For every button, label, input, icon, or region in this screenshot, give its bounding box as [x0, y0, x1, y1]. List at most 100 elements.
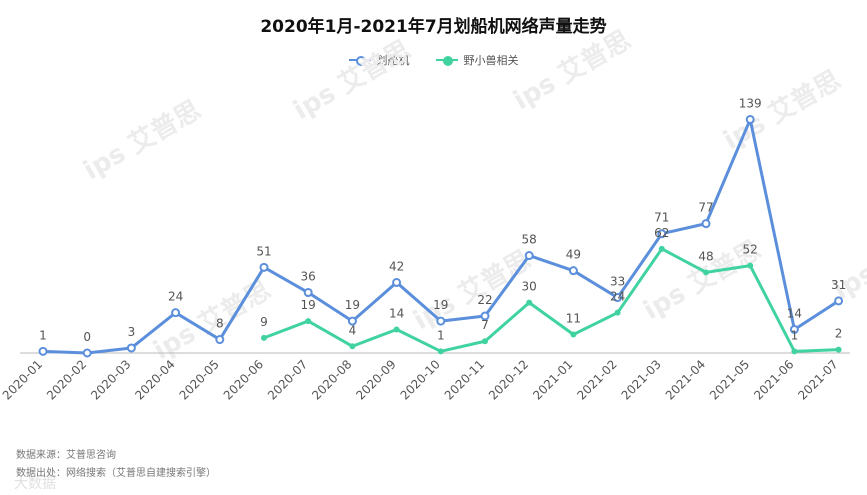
legend: 划船机 野小兽相关 [0, 52, 867, 68]
series-1-data-label: 77 [698, 201, 713, 215]
series-2-point[interactable] [482, 338, 488, 345]
series-1-point[interactable] [613, 293, 623, 303]
series-1-point[interactable] [834, 296, 844, 306]
series-1-point[interactable] [38, 346, 48, 356]
series-1-point[interactable] [745, 114, 755, 124]
x-tick-label: 2020-01 [0, 357, 45, 402]
series-1-data-label: 8 [216, 317, 224, 331]
series-2-data-label: 11 [566, 312, 581, 326]
series-2-data-label: 30 [522, 280, 537, 294]
series-1-data-label: 33 [610, 275, 625, 289]
x-tick-label: 2021-03 [619, 357, 664, 402]
series-2-data-label: 48 [698, 249, 713, 263]
watermark-7: ips 艾普思 [828, 214, 867, 306]
x-tick-label: 2020-12 [486, 357, 531, 402]
series-1-data-label: 139 [739, 96, 762, 110]
x-axis-ticks: 2020-012020-022020-032020-042020-052020-… [0, 357, 841, 402]
series-2-point[interactable] [614, 309, 621, 316]
series-1-point[interactable] [657, 229, 667, 239]
series-2-point[interactable] [703, 269, 709, 276]
series-2-point[interactable] [747, 262, 754, 269]
series-2-data-label: 9 [260, 315, 268, 329]
series-1-data-label: 22 [477, 293, 492, 307]
series-1-data-label: 49 [566, 248, 581, 262]
series-points [38, 114, 844, 358]
series-1-data-label: 51 [256, 244, 271, 258]
series-1-data-label: 58 [522, 233, 537, 247]
series-2-data-label: 19 [301, 298, 316, 312]
series-2-data-label: 1 [791, 328, 799, 342]
series-1-data-label: 71 [654, 211, 669, 225]
series-1-data-label: 19 [345, 298, 360, 312]
legend-item-series-1[interactable]: 划船机 [348, 52, 410, 68]
series-2-point[interactable] [658, 245, 665, 252]
series-2-data-label: 2 [835, 327, 843, 341]
series-1-point[interactable] [568, 266, 578, 276]
watermark-1: ips 艾普思 [288, 34, 416, 126]
series-1-data-label: 14 [787, 306, 802, 320]
series-2-data-label: 24 [610, 290, 625, 304]
series-1-point[interactable] [480, 311, 490, 321]
series-1-point[interactable] [82, 348, 92, 358]
series-1-point[interactable] [171, 308, 181, 318]
x-tick-label: 2021-01 [530, 357, 575, 402]
legend-label-series-1: 划船机 [376, 54, 410, 67]
scope-note: 数据出处：网络搜索（艾普思自建搜索引擎） [16, 468, 216, 479]
series-1-point[interactable] [347, 316, 357, 326]
series-1-point[interactable] [215, 335, 225, 345]
series-1-point[interactable] [126, 343, 136, 353]
series-1-data-label: 42 [389, 259, 404, 273]
x-tick-label: 2020-10 [398, 357, 443, 402]
x-tick-label: 2020-11 [442, 357, 487, 402]
series-1-data-label: 24 [168, 290, 183, 304]
series-line-2 [263, 247, 839, 353]
series-1-data-label: 0 [83, 330, 91, 344]
series-2-point[interactable] [526, 299, 533, 306]
series-1-data-label: 19 [433, 298, 448, 312]
series-2-point[interactable] [570, 331, 577, 338]
series-1-data-label: 36 [301, 270, 316, 284]
series-2-point[interactable] [835, 346, 842, 353]
series-1-point[interactable] [436, 316, 446, 326]
series-2-point[interactable] [791, 348, 798, 355]
watermark-3: ips 艾普思 [718, 64, 846, 156]
x-tick-label: 2021-07 [795, 357, 840, 402]
series-2-point[interactable] [261, 334, 267, 341]
series-1-data-label: 1 [39, 328, 47, 342]
series-1-point[interactable] [524, 251, 534, 261]
watermark-5: ips 艾普思 [408, 244, 536, 336]
series-2-data-label: 7 [481, 318, 489, 332]
x-tick-label: 2020-02 [44, 357, 89, 402]
x-tick-label: 2020-06 [221, 357, 266, 402]
series-2-data-label: 1 [437, 328, 445, 342]
series-1-point[interactable] [259, 262, 269, 272]
series-1-point[interactable] [392, 277, 402, 287]
x-tick-label: 2020-03 [88, 357, 133, 402]
legend-item-series-2[interactable]: 野小兽相关 [435, 52, 519, 68]
series-1-point[interactable] [789, 324, 799, 334]
x-tick-label: 2021-06 [751, 357, 796, 402]
x-tick-label: 2020-09 [353, 357, 398, 402]
x-tick-label: 2021-05 [707, 357, 752, 402]
series-1-data-label: 3 [128, 325, 136, 339]
x-tick-label: 2021-02 [574, 357, 619, 402]
watermark-layer: ips 艾普思 ips 艾普思 ips 艾普思 ips 艾普思 ips 艾普思 ips 艾… [14, 24, 867, 492]
series-2-point[interactable] [349, 343, 356, 350]
watermark-0: ips 艾普思 [78, 94, 206, 186]
source-note: 数据来源：艾普思咨询 [16, 450, 116, 461]
series-2-point[interactable] [393, 326, 400, 333]
series-2-data-label: 14 [389, 306, 404, 320]
series-1-data-label: 31 [831, 278, 846, 292]
x-tick-label: 2020-07 [265, 357, 310, 402]
series-2-data-label: 4 [349, 323, 357, 337]
series-1-point[interactable] [701, 219, 711, 229]
series-2-point[interactable] [437, 348, 444, 355]
legend-swatch-series-2 [435, 56, 458, 66]
series-1-point[interactable] [303, 288, 313, 298]
series-2-data-label: 52 [743, 243, 758, 257]
watermark-2: ips 艾普思 [508, 24, 636, 116]
series-2-point[interactable] [305, 318, 312, 325]
x-tick-label: 2021-04 [663, 357, 708, 402]
